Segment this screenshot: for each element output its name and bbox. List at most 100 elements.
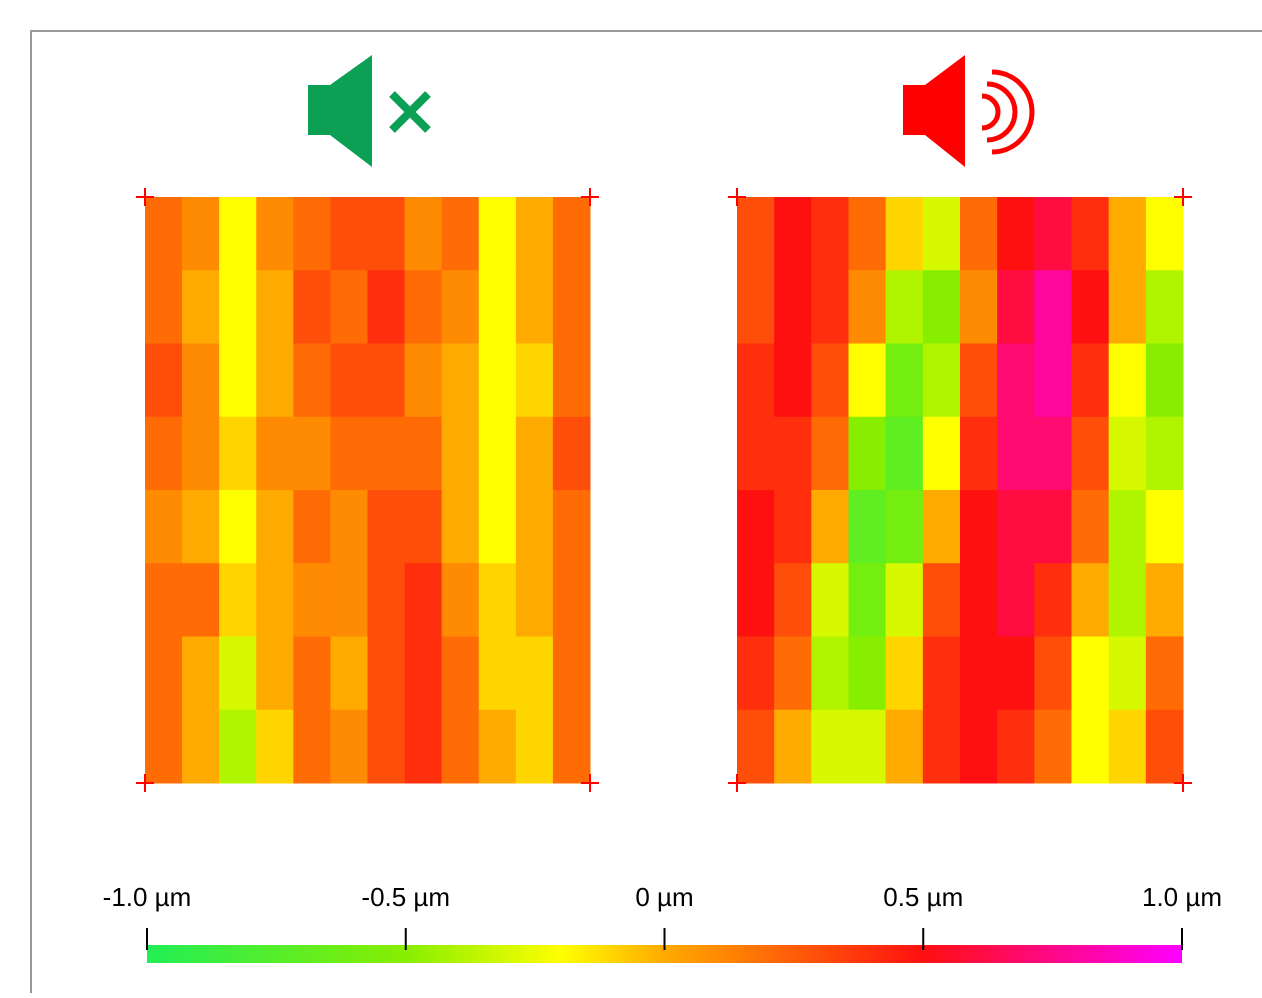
heatmap-cell	[1108, 343, 1147, 418]
heatmap-cell	[1034, 563, 1072, 637]
heatmap-cell	[552, 709, 591, 784]
heatmap-cell	[441, 270, 480, 344]
heatmap-cell	[997, 709, 1035, 784]
corner-marker	[136, 188, 154, 206]
heatmap-cell	[367, 197, 406, 271]
heatmap-cell	[960, 490, 998, 564]
heatmap-cell	[922, 416, 961, 491]
colorbar-tick-label: 1.0 µm	[1142, 882, 1222, 912]
heatmap-cell	[478, 709, 517, 784]
heatmap-cell	[293, 490, 331, 564]
heatmap-cell	[885, 636, 924, 711]
heatmap-cell	[885, 563, 924, 637]
heatmap-cell	[478, 563, 517, 637]
heatmap-cell	[885, 343, 924, 418]
heatmap-cell	[1071, 563, 1110, 637]
heatmap-cell	[219, 636, 257, 711]
heatmap-cell	[848, 709, 887, 784]
heatmap-cell	[997, 636, 1035, 711]
colorbar-tick-label: -1.0 µm	[103, 882, 192, 912]
heatmap-cell	[1108, 709, 1147, 784]
heatmap-cell	[811, 416, 849, 491]
heatmap-cell	[515, 416, 554, 491]
heatmap-cell	[552, 636, 591, 711]
heatmap-cell	[404, 490, 443, 564]
heatmap-cell	[1071, 343, 1110, 418]
heatmap-cell	[1145, 490, 1184, 564]
heatmap-cell	[1071, 270, 1110, 344]
heatmap-cell	[367, 709, 406, 784]
heatmap-cell	[811, 709, 849, 784]
heatmap-cell	[885, 416, 924, 491]
heatmap-cell	[885, 270, 924, 344]
heatmap-cell	[960, 270, 998, 344]
heatmap-cell	[552, 270, 591, 344]
heatmap-cell	[1034, 709, 1072, 784]
frame	[30, 30, 1262, 993]
heatmap-cell	[293, 270, 331, 344]
heatmap-cell	[330, 563, 368, 637]
heatmap-cell	[774, 416, 812, 491]
heatmap-cell	[922, 636, 961, 711]
heatmap-cell	[811, 270, 849, 344]
heatmap-cell	[1034, 343, 1072, 418]
heatmap-cell	[404, 270, 443, 344]
heatmap-cell	[1108, 636, 1147, 711]
heatmap-cell	[774, 270, 812, 344]
heatmap-cell	[1145, 636, 1184, 711]
heatmap-cell	[478, 490, 517, 564]
heatmap-cell	[441, 197, 480, 271]
heatmap-cell	[515, 343, 554, 418]
heatmap-cell	[515, 490, 554, 564]
heatmap-cell	[922, 563, 961, 637]
heatmap-cell	[885, 709, 924, 784]
heatmap-cell	[219, 343, 257, 418]
heatmap-cell	[145, 270, 183, 344]
heatmap-cell	[552, 490, 591, 564]
heatmap-cell	[997, 270, 1035, 344]
heatmap-cell	[1071, 636, 1110, 711]
heatmap-cell	[737, 636, 775, 711]
heatmap-cell	[367, 343, 406, 418]
heatmap-cell	[256, 416, 294, 491]
heatmap-cell	[922, 709, 961, 784]
heatmap-cell	[997, 343, 1035, 418]
heatmap-cell	[737, 490, 775, 564]
heatmap-cell	[1145, 416, 1184, 491]
heatmap-cell	[737, 563, 775, 637]
heatmap-cell	[1108, 270, 1147, 344]
heatmap-cell	[219, 709, 257, 784]
heatmap-cell	[552, 343, 591, 418]
heatmap-cell	[441, 343, 480, 418]
heatmap-cell	[367, 636, 406, 711]
corner-marker	[136, 774, 154, 792]
colorbar-tick-label: -0.5 µm	[361, 882, 450, 912]
heatmap-cell	[367, 416, 406, 491]
heatmap-cell	[922, 197, 961, 271]
heatmap-cell	[1108, 490, 1147, 564]
heatmap-cell	[330, 709, 368, 784]
heatmap-cell	[330, 270, 368, 344]
heatmap-cell	[1034, 416, 1072, 491]
heatmap-cell	[219, 563, 257, 637]
heatmap-cell	[737, 709, 775, 784]
corner-marker	[1174, 774, 1192, 792]
heatmap-cell	[737, 343, 775, 418]
heatmap-cell	[811, 563, 849, 637]
heatmap-cell	[922, 270, 961, 344]
corner-marker	[1174, 188, 1192, 206]
heatmap-cell	[1034, 490, 1072, 564]
heatmap-cell	[219, 416, 257, 491]
heatmap-cell	[478, 270, 517, 344]
heatmap-cell	[478, 636, 517, 711]
heatmap-cell	[219, 197, 257, 271]
heatmap-cell	[182, 490, 220, 564]
heatmap-cell	[848, 563, 887, 637]
heatmap-cell	[478, 343, 517, 418]
heatmap-cell	[441, 563, 480, 637]
heatmap-cell	[404, 636, 443, 711]
heatmap-cell	[145, 709, 183, 784]
heatmap-cell	[774, 343, 812, 418]
heatmap-cell	[256, 270, 294, 344]
